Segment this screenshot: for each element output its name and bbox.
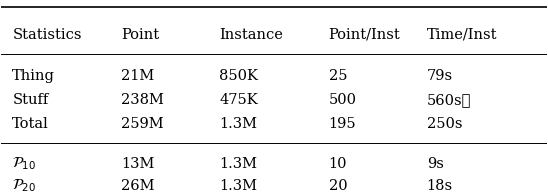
Text: Point/Inst: Point/Inst	[328, 28, 400, 42]
Text: 238M: 238M	[121, 93, 164, 107]
Text: 250s: 250s	[427, 117, 462, 131]
Text: 475K: 475K	[220, 93, 258, 107]
Text: Instance: Instance	[220, 28, 283, 42]
Text: 1.3M: 1.3M	[220, 117, 258, 131]
Text: 13M: 13M	[121, 157, 155, 171]
Text: 259M: 259M	[121, 117, 164, 131]
Text: Stuff: Stuff	[12, 93, 49, 107]
Text: Total: Total	[12, 117, 49, 131]
Text: Point: Point	[121, 28, 159, 42]
Text: 560s⋆: 560s⋆	[427, 93, 471, 107]
Text: $\mathcal{P}_{20}$: $\mathcal{P}_{20}$	[12, 178, 37, 194]
Text: 1.3M: 1.3M	[220, 179, 258, 193]
Text: 25: 25	[328, 69, 347, 83]
Text: 9s: 9s	[427, 157, 443, 171]
Text: Statistics: Statistics	[12, 28, 82, 42]
Text: 850K: 850K	[220, 69, 259, 83]
Text: 1.3M: 1.3M	[220, 157, 258, 171]
Text: Thing: Thing	[12, 69, 55, 83]
Text: 18s: 18s	[427, 179, 453, 193]
Text: 26M: 26M	[121, 179, 155, 193]
Text: 500: 500	[328, 93, 357, 107]
Text: 21M: 21M	[121, 69, 155, 83]
Text: 20: 20	[328, 179, 347, 193]
Text: 79s: 79s	[427, 69, 453, 83]
Text: Time/Inst: Time/Inst	[427, 28, 497, 42]
Text: 10: 10	[328, 157, 347, 171]
Text: 195: 195	[328, 117, 356, 131]
Text: $\mathcal{P}_{10}$: $\mathcal{P}_{10}$	[12, 155, 37, 172]
